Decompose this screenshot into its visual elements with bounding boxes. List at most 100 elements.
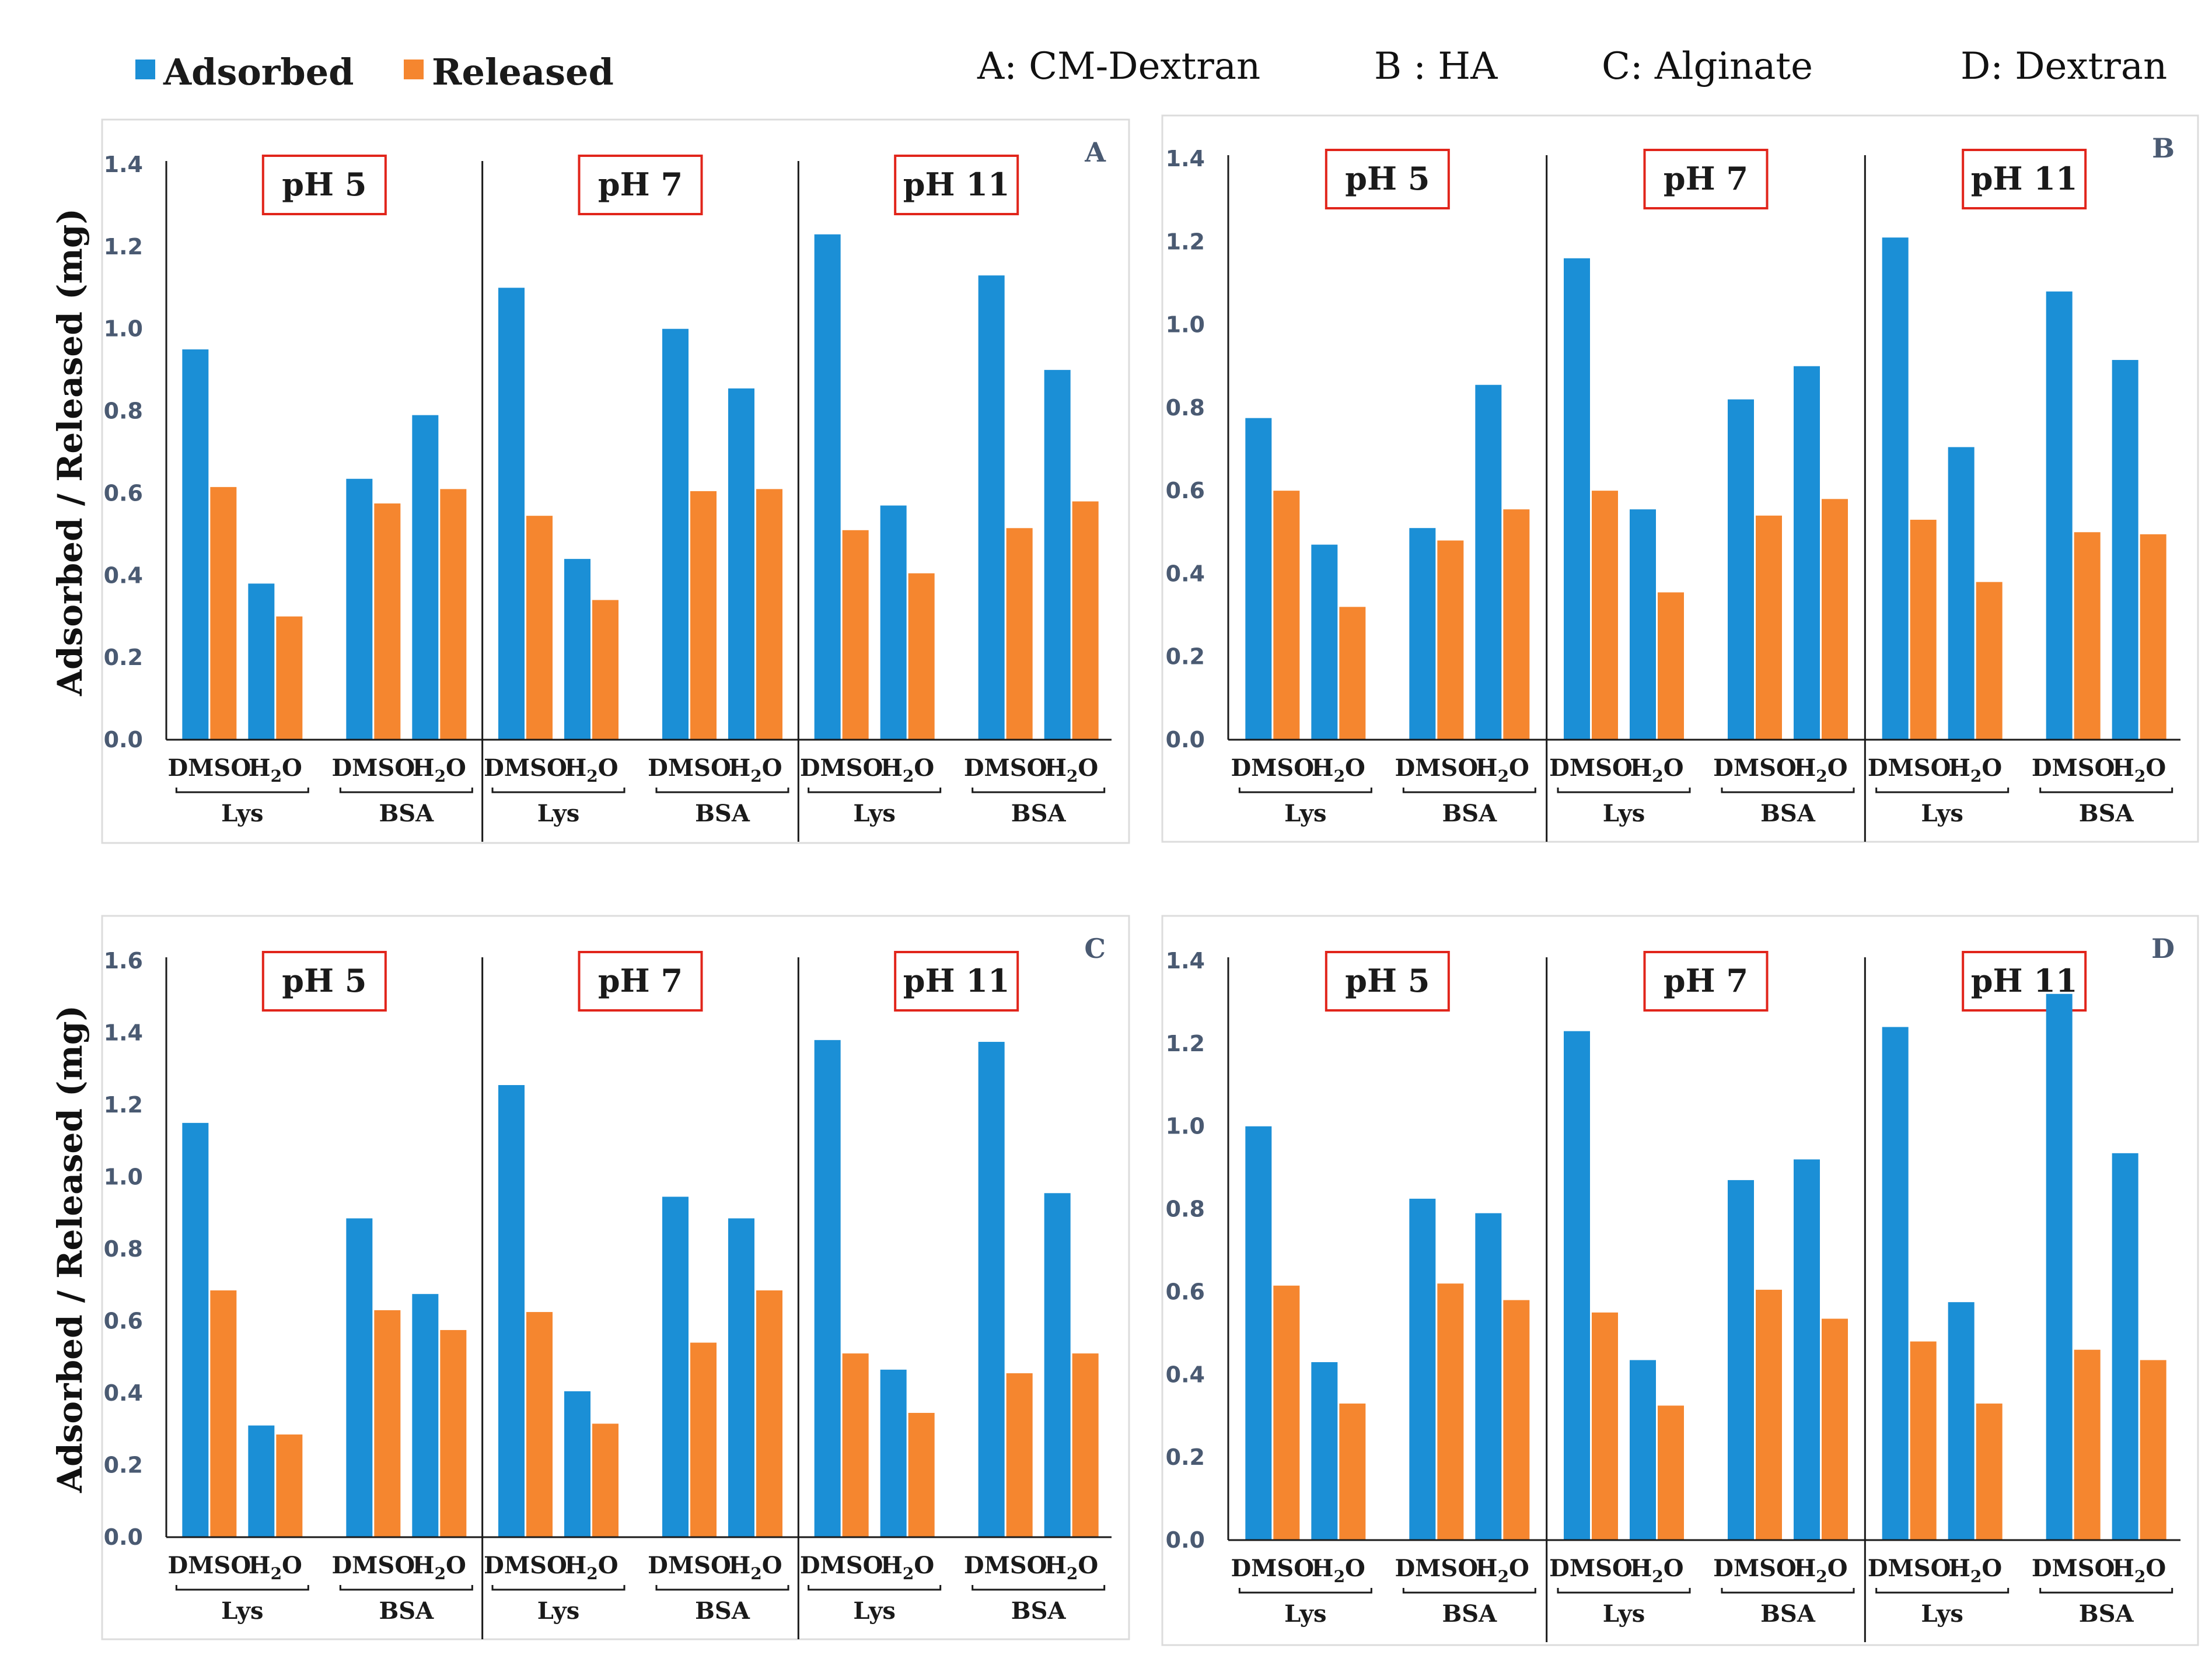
y-tick-label: 1.0 [104, 1164, 143, 1190]
bar-released [1756, 515, 1782, 740]
bar-released [440, 1329, 467, 1537]
y-tick-label: 1.4 [1166, 146, 1205, 172]
solvent-label: DMSO [1549, 754, 1633, 782]
solvent-label: H2O [1630, 1555, 1683, 1586]
solvent-label: H2O [1044, 1552, 1098, 1583]
protein-bracket [339, 1585, 473, 1591]
bar-adsorbed [2112, 360, 2138, 740]
solvent-label: DMSO [484, 754, 567, 782]
y-tick-label: 0.2 [104, 645, 143, 670]
protein-label: BSA [2079, 800, 2134, 827]
ph-label: pH 5 [282, 166, 366, 203]
y-tick-label: 0.4 [1166, 1362, 1205, 1387]
bar-adsorbed [248, 583, 275, 740]
legend-adsorbed-label: Adsorbed [163, 51, 354, 93]
y-tick-label: 0.4 [104, 562, 143, 588]
y-tick-label: 1.0 [104, 316, 143, 342]
bar-released [276, 1434, 303, 1537]
ph-label: pH 5 [1345, 160, 1430, 197]
y-tick-label: 1.2 [104, 234, 143, 260]
solvent-label: H2O [1630, 754, 1683, 786]
bar-adsorbed [1409, 1198, 1436, 1540]
protein-bracket [2039, 788, 2173, 793]
protein-label: BSA [695, 1597, 750, 1625]
solvent-label: H2O [1948, 1555, 2002, 1586]
bar-released [1503, 509, 1530, 740]
y-tick-label: 1.2 [1166, 1031, 1205, 1056]
bar-adsorbed [1564, 258, 1590, 740]
bar-adsorbed [1948, 1302, 1975, 1540]
bar-adsorbed [2112, 1153, 2138, 1540]
bar-released [1822, 1318, 1848, 1540]
bar-released [1976, 1403, 2003, 1540]
legend-adsorbed-marker [135, 60, 155, 79]
solvent-label: DMSO [800, 754, 883, 782]
bar-released [1437, 1283, 1464, 1540]
bar-released [690, 491, 717, 740]
bar-adsorbed [1948, 447, 1975, 740]
bar-adsorbed [1882, 237, 1909, 740]
ph-label: pH 11 [903, 962, 1010, 999]
y-tick-label: 0.2 [104, 1453, 143, 1478]
definition-d: D: Dextran [1961, 45, 2167, 88]
solvent-label: DMSO [1231, 754, 1314, 782]
bar-adsorbed [1564, 1031, 1590, 1540]
definition-a: A: CM-Dextran [977, 45, 1260, 88]
protein-bracket [1875, 1588, 2010, 1594]
legend: Adsorbed Released [135, 51, 614, 93]
protein-bracket [1402, 788, 1536, 793]
bar-adsorbed [1245, 418, 1272, 740]
ph-label-box [578, 951, 703, 1012]
protein-label: BSA [1011, 800, 1067, 827]
bar-adsorbed [978, 275, 1005, 740]
y-tick-label: 0.8 [104, 1236, 143, 1262]
solvent-label: H2O [413, 1552, 466, 1583]
bar-released [908, 1412, 935, 1537]
bar-released [276, 616, 303, 740]
bar-released [1072, 501, 1099, 740]
y-tick-label: 1.0 [1166, 1114, 1205, 1139]
panels: 0.0 0.2 0.4 0.6 0.8 1.0 1.2 1.4 Adsorbed / Relea… [50, 114, 2199, 1646]
protein-bracket [2039, 1588, 2173, 1594]
ph-label: pH 7 [598, 962, 683, 999]
ph-label-box [1643, 951, 1769, 1012]
protein-bracket [1557, 788, 1691, 793]
panel-letter: D [2151, 933, 2175, 964]
ph-label-box [261, 155, 387, 215]
ph-label: pH 7 [1664, 160, 1748, 197]
bar-released [908, 573, 935, 740]
ph-label-box [261, 951, 387, 1012]
ph-label: pH 11 [1971, 160, 2078, 197]
solvent-label: DMSO [800, 1552, 883, 1579]
definition-c: C: Alginate [1602, 45, 1813, 88]
ph-label-box [1325, 951, 1450, 1012]
panel-c: 0.0 0.2 0.4 0.6 0.8 1.0 1.2 1.4 1.6 Adsorbed / Re… [50, 915, 1130, 1640]
y-tick-label: 0.0 [104, 727, 143, 753]
protein-label: BSA [1011, 1597, 1067, 1625]
ph-label-box [1325, 149, 1450, 209]
bar-released [756, 1290, 782, 1537]
bar-adsorbed [2046, 993, 2073, 1540]
protein-label: Lys [1603, 800, 1645, 827]
solvent-label: DMSO [1395, 1555, 1478, 1582]
bar-released [1006, 528, 1033, 740]
bar-adsorbed [1728, 1180, 1754, 1540]
bar-adsorbed [564, 1391, 590, 1537]
protein-label: BSA [1760, 1600, 1816, 1628]
ph-label: pH 5 [282, 962, 366, 999]
legend-released-label: Released [432, 51, 614, 93]
y-axis-title: Adsorbed / Released (mg) [50, 1005, 90, 1493]
bar-released [1339, 1403, 1366, 1540]
protein-label: BSA [1760, 800, 1816, 827]
protein-bracket [972, 788, 1106, 793]
bar-released [842, 530, 869, 740]
solvent-label: DMSO [484, 1552, 567, 1579]
ph-label: pH 11 [903, 166, 1010, 203]
bar-adsorbed [1475, 384, 1502, 740]
bar-released [2074, 532, 2101, 740]
y-tick-label: 0.2 [1166, 644, 1205, 670]
solvent-label: H2O [2112, 754, 2166, 786]
bar-released [2074, 1349, 2101, 1540]
ph-label: pH 7 [598, 166, 683, 203]
bar-released [1976, 582, 2003, 740]
